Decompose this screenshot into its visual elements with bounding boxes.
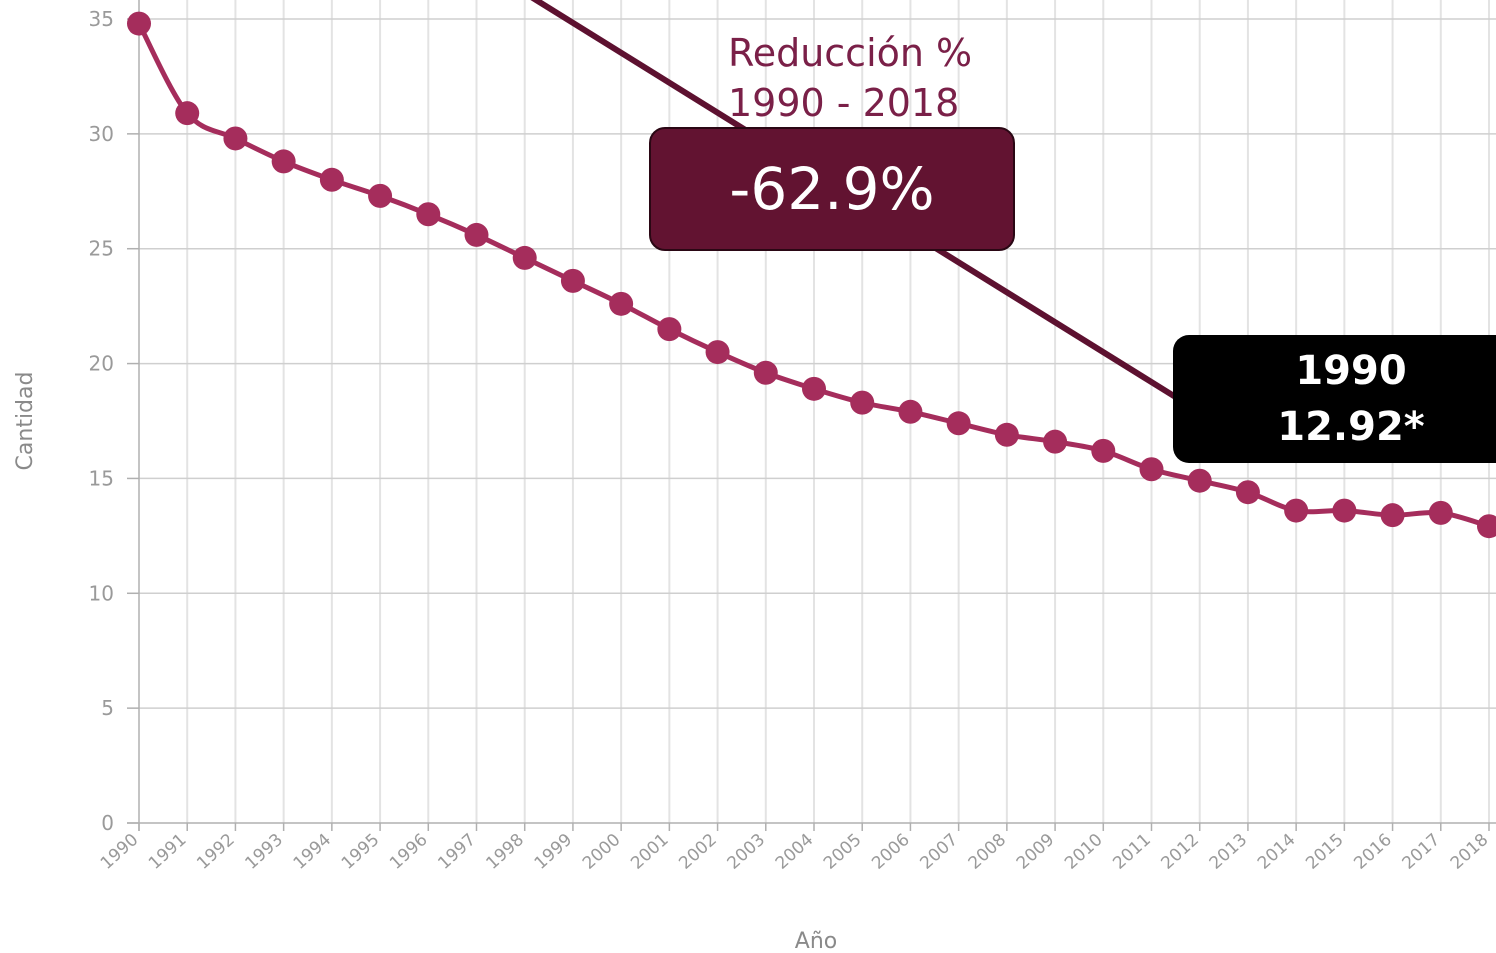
y-tick-label-35: 35 [89, 7, 114, 31]
x-tick-label-2002: 2002 [675, 830, 721, 874]
data-point-2011[interactable] [1139, 457, 1164, 482]
annotation-title-line2: 1990 - 2018 [728, 81, 960, 125]
data-point-2001[interactable] [657, 317, 682, 342]
annotation-value-box: -62.9% [649, 127, 1015, 251]
x-tick-label-2000: 2000 [579, 830, 625, 874]
x-tick-label-2014: 2014 [1254, 830, 1300, 874]
x-tick-label-2013: 2013 [1206, 830, 1252, 874]
series-markers [127, 11, 1496, 539]
x-tick-label-2012: 2012 [1158, 830, 1204, 874]
x-tick-label-1991: 1991 [145, 830, 191, 874]
x-tick-label-2007: 2007 [916, 830, 962, 874]
x-axis-ticks: 1990 1991 1992 1993 1994 1995 1996 1997 1998 1999… [97, 823, 1493, 874]
x-tick-label-2004: 2004 [772, 830, 818, 874]
x-tick-label-2003: 2003 [724, 830, 770, 874]
x-tick-label-1993: 1993 [241, 830, 287, 874]
y-tick-label-20: 20 [89, 352, 114, 376]
y-tick-label-25: 25 [89, 237, 114, 261]
tooltip-value: 12.92* [1277, 404, 1425, 450]
x-tick-label-2010: 2010 [1061, 830, 1107, 874]
y-tick-label-30: 30 [89, 122, 114, 146]
data-point-1994[interactable] [319, 167, 344, 192]
data-point-2008[interactable] [994, 422, 1019, 447]
annotation-title: Reducción % 1990 - 2018 [728, 28, 972, 128]
data-point-2010[interactable] [1091, 438, 1116, 463]
x-tick-label-2017: 2017 [1399, 830, 1445, 874]
y-tick-label-10: 10 [89, 581, 114, 605]
data-point-2004[interactable] [802, 376, 826, 401]
data-point-1991[interactable] [175, 101, 200, 126]
x-tick-label-1992: 1992 [193, 830, 239, 874]
x-tick-label-2009: 2009 [1013, 830, 1059, 874]
x-tick-label-2001: 2001 [627, 830, 673, 874]
annotation-title-line1: Reducción % [728, 31, 973, 75]
data-point-1995[interactable] [368, 183, 393, 208]
x-axis-title: Año [795, 929, 837, 953]
data-point-2002[interactable] [705, 340, 730, 365]
data-point-2006[interactable] [898, 399, 923, 424]
data-point-2018[interactable] [1477, 514, 1496, 539]
data-point-2003[interactable] [753, 360, 778, 385]
y-tick-label-15: 15 [89, 466, 114, 490]
x-tick-label-2008: 2008 [965, 830, 1011, 874]
data-point-2016[interactable] [1380, 503, 1405, 528]
x-tick-label-1999: 1999 [531, 830, 577, 874]
y-axis-title: Cantidad [13, 372, 38, 471]
x-tick-label-1996: 1996 [386, 830, 432, 874]
x-tick-label-2005: 2005 [820, 830, 866, 874]
x-tick-label-1994: 1994 [290, 830, 336, 874]
x-tick-label-1998: 1998 [483, 830, 529, 874]
x-tick-label-2016: 2016 [1350, 830, 1396, 874]
data-point-2009[interactable] [1043, 429, 1068, 454]
x-tick-label-1997: 1997 [434, 830, 480, 874]
data-point-1990[interactable] [127, 11, 151, 36]
x-tick-label-2011: 2011 [1109, 830, 1155, 874]
data-point-2005[interactable] [850, 390, 875, 415]
data-point-1999[interactable] [560, 268, 585, 293]
x-tick-label-2018: 2018 [1447, 830, 1493, 874]
y-tick-label-0: 0 [101, 811, 114, 835]
data-point-2017[interactable] [1428, 500, 1453, 525]
data-point-2014[interactable] [1284, 498, 1309, 523]
x-tick-label-1990: 1990 [97, 830, 143, 874]
data-point-2013[interactable] [1235, 480, 1260, 505]
x-tick-label-2006: 2006 [868, 830, 914, 874]
data-point-1997[interactable] [464, 222, 489, 247]
data-point-1996[interactable] [416, 202, 441, 227]
data-point-1993[interactable] [271, 149, 296, 174]
annotation-value: -62.9% [729, 155, 935, 223]
data-point-2007[interactable] [946, 411, 971, 436]
data-point-2000[interactable] [609, 291, 634, 316]
data-point-1998[interactable] [512, 245, 537, 270]
y-tick-label-5: 5 [101, 696, 114, 720]
x-tick-label-1995: 1995 [338, 830, 384, 874]
data-point-2012[interactable] [1187, 468, 1212, 493]
data-point-1992[interactable] [223, 126, 248, 151]
data-point-2015[interactable] [1332, 498, 1357, 523]
tooltip-label: 1990 [1295, 348, 1407, 394]
x-tick-label-2015: 2015 [1302, 830, 1348, 874]
tooltip-box: 1990 12.92* [1173, 335, 1496, 463]
y-axis-ticks: 0 5 10 15 20 25 30 35 [89, 7, 139, 835]
